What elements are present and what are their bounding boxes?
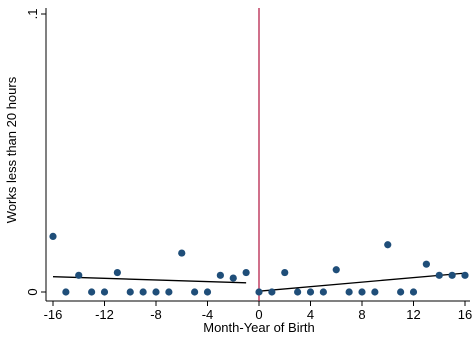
data-point [100, 288, 109, 296]
x-tick-label: -4 [202, 307, 214, 322]
data-point [139, 288, 147, 296]
y-tick-label: 0 [25, 288, 40, 295]
data-point [126, 288, 134, 296]
data-point [422, 260, 430, 268]
fit-line [52, 276, 247, 284]
data-point [306, 288, 315, 296]
x-tick-label: -12 [95, 307, 114, 322]
data-point [461, 271, 469, 279]
x-tick-label: 16 [458, 307, 472, 322]
data-point [332, 266, 340, 274]
x-tick-label: -16 [44, 307, 63, 322]
data-point [409, 288, 418, 296]
fit-lines [52, 272, 466, 292]
x-tick-label: 0 [255, 307, 262, 322]
x-tick-label: 4 [307, 307, 314, 322]
data-point [88, 288, 96, 296]
y-axis-title: Works less than 20 hours [4, 76, 19, 223]
data-point [242, 268, 250, 277]
y-tick-label: .1 [25, 9, 40, 20]
data-point [229, 274, 237, 282]
data-point [371, 288, 379, 296]
data-point [281, 268, 289, 277]
data-point [435, 271, 443, 279]
data-points [49, 232, 469, 296]
data-point [397, 288, 405, 296]
data-point [358, 288, 366, 296]
data-point [178, 249, 186, 257]
x-tick-label: 12 [406, 307, 420, 322]
x-axis-ticks: -16 -12 -8 -4 0 4 8 12 16 [44, 301, 472, 322]
y-axis-ticks: 0.1 [25, 9, 46, 296]
data-point [268, 288, 276, 296]
x-tick-label: -8 [150, 307, 162, 322]
data-point [255, 288, 263, 296]
data-point [345, 288, 353, 296]
data-point [203, 288, 212, 296]
data-point [75, 271, 83, 279]
data-point [152, 288, 160, 296]
x-tick-label: 8 [358, 307, 365, 322]
data-point [165, 288, 173, 296]
data-point [191, 288, 199, 296]
x-axis-title: Month-Year of Birth [203, 320, 315, 335]
data-point [49, 232, 57, 240]
data-point [319, 288, 327, 296]
data-point [62, 288, 70, 296]
data-point [448, 271, 456, 279]
data-point [384, 241, 392, 249]
data-point [294, 288, 302, 296]
data-point [113, 268, 121, 277]
data-point [216, 271, 224, 279]
fit-line [258, 272, 466, 292]
